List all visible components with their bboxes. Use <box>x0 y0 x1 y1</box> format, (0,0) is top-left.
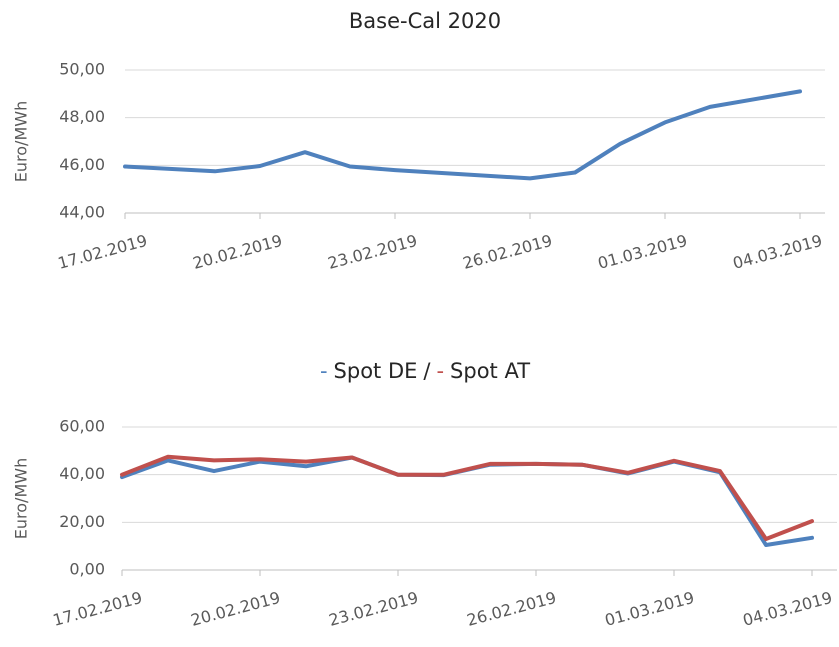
legend-marker: - <box>436 359 444 383</box>
x-tick-label: 26.02.2019 <box>461 231 554 273</box>
y-tick-label: 20,00 <box>59 512 105 531</box>
y-tick-label: 48,00 <box>59 107 105 126</box>
y-tick-label: 60,00 <box>59 417 105 436</box>
y-tick-label: 44,00 <box>59 203 105 222</box>
legend-label: Spot DE <box>334 359 418 383</box>
x-tick-label: 23.02.2019 <box>327 588 420 630</box>
y-axis-title: Euro/MWh <box>12 101 31 182</box>
x-tick-label: 20.02.2019 <box>191 231 284 273</box>
x-tick-label: 01.03.2019 <box>603 588 696 630</box>
x-tick-label: 01.03.2019 <box>596 231 689 273</box>
y-tick-label: 50,00 <box>59 60 105 79</box>
x-tick-label: 04.03.2019 <box>731 231 824 273</box>
series-line <box>123 89 802 181</box>
x-tick-label: 17.02.2019 <box>56 231 149 273</box>
legend: - Spot DE / - Spot AT <box>320 359 530 383</box>
chart-title: Base-Cal 2020 <box>349 9 501 33</box>
y-axis-title: Euro/MWh <box>12 458 31 539</box>
y-tick-label: 40,00 <box>59 464 105 483</box>
legend-separator: / <box>423 359 431 383</box>
legend-marker: - <box>320 359 328 383</box>
x-tick-label: 04.03.2019 <box>741 588 834 630</box>
series-line <box>120 454 814 541</box>
x-tick-label: 17.02.2019 <box>51 588 144 630</box>
y-tick-label: 0,00 <box>69 560 105 579</box>
x-tick-label: 23.02.2019 <box>326 231 419 273</box>
y-tick-label: 46,00 <box>59 155 105 174</box>
x-tick-label: 20.02.2019 <box>189 588 282 630</box>
x-tick-label: 26.02.2019 <box>465 588 558 630</box>
legend-label: Spot AT <box>450 359 530 383</box>
